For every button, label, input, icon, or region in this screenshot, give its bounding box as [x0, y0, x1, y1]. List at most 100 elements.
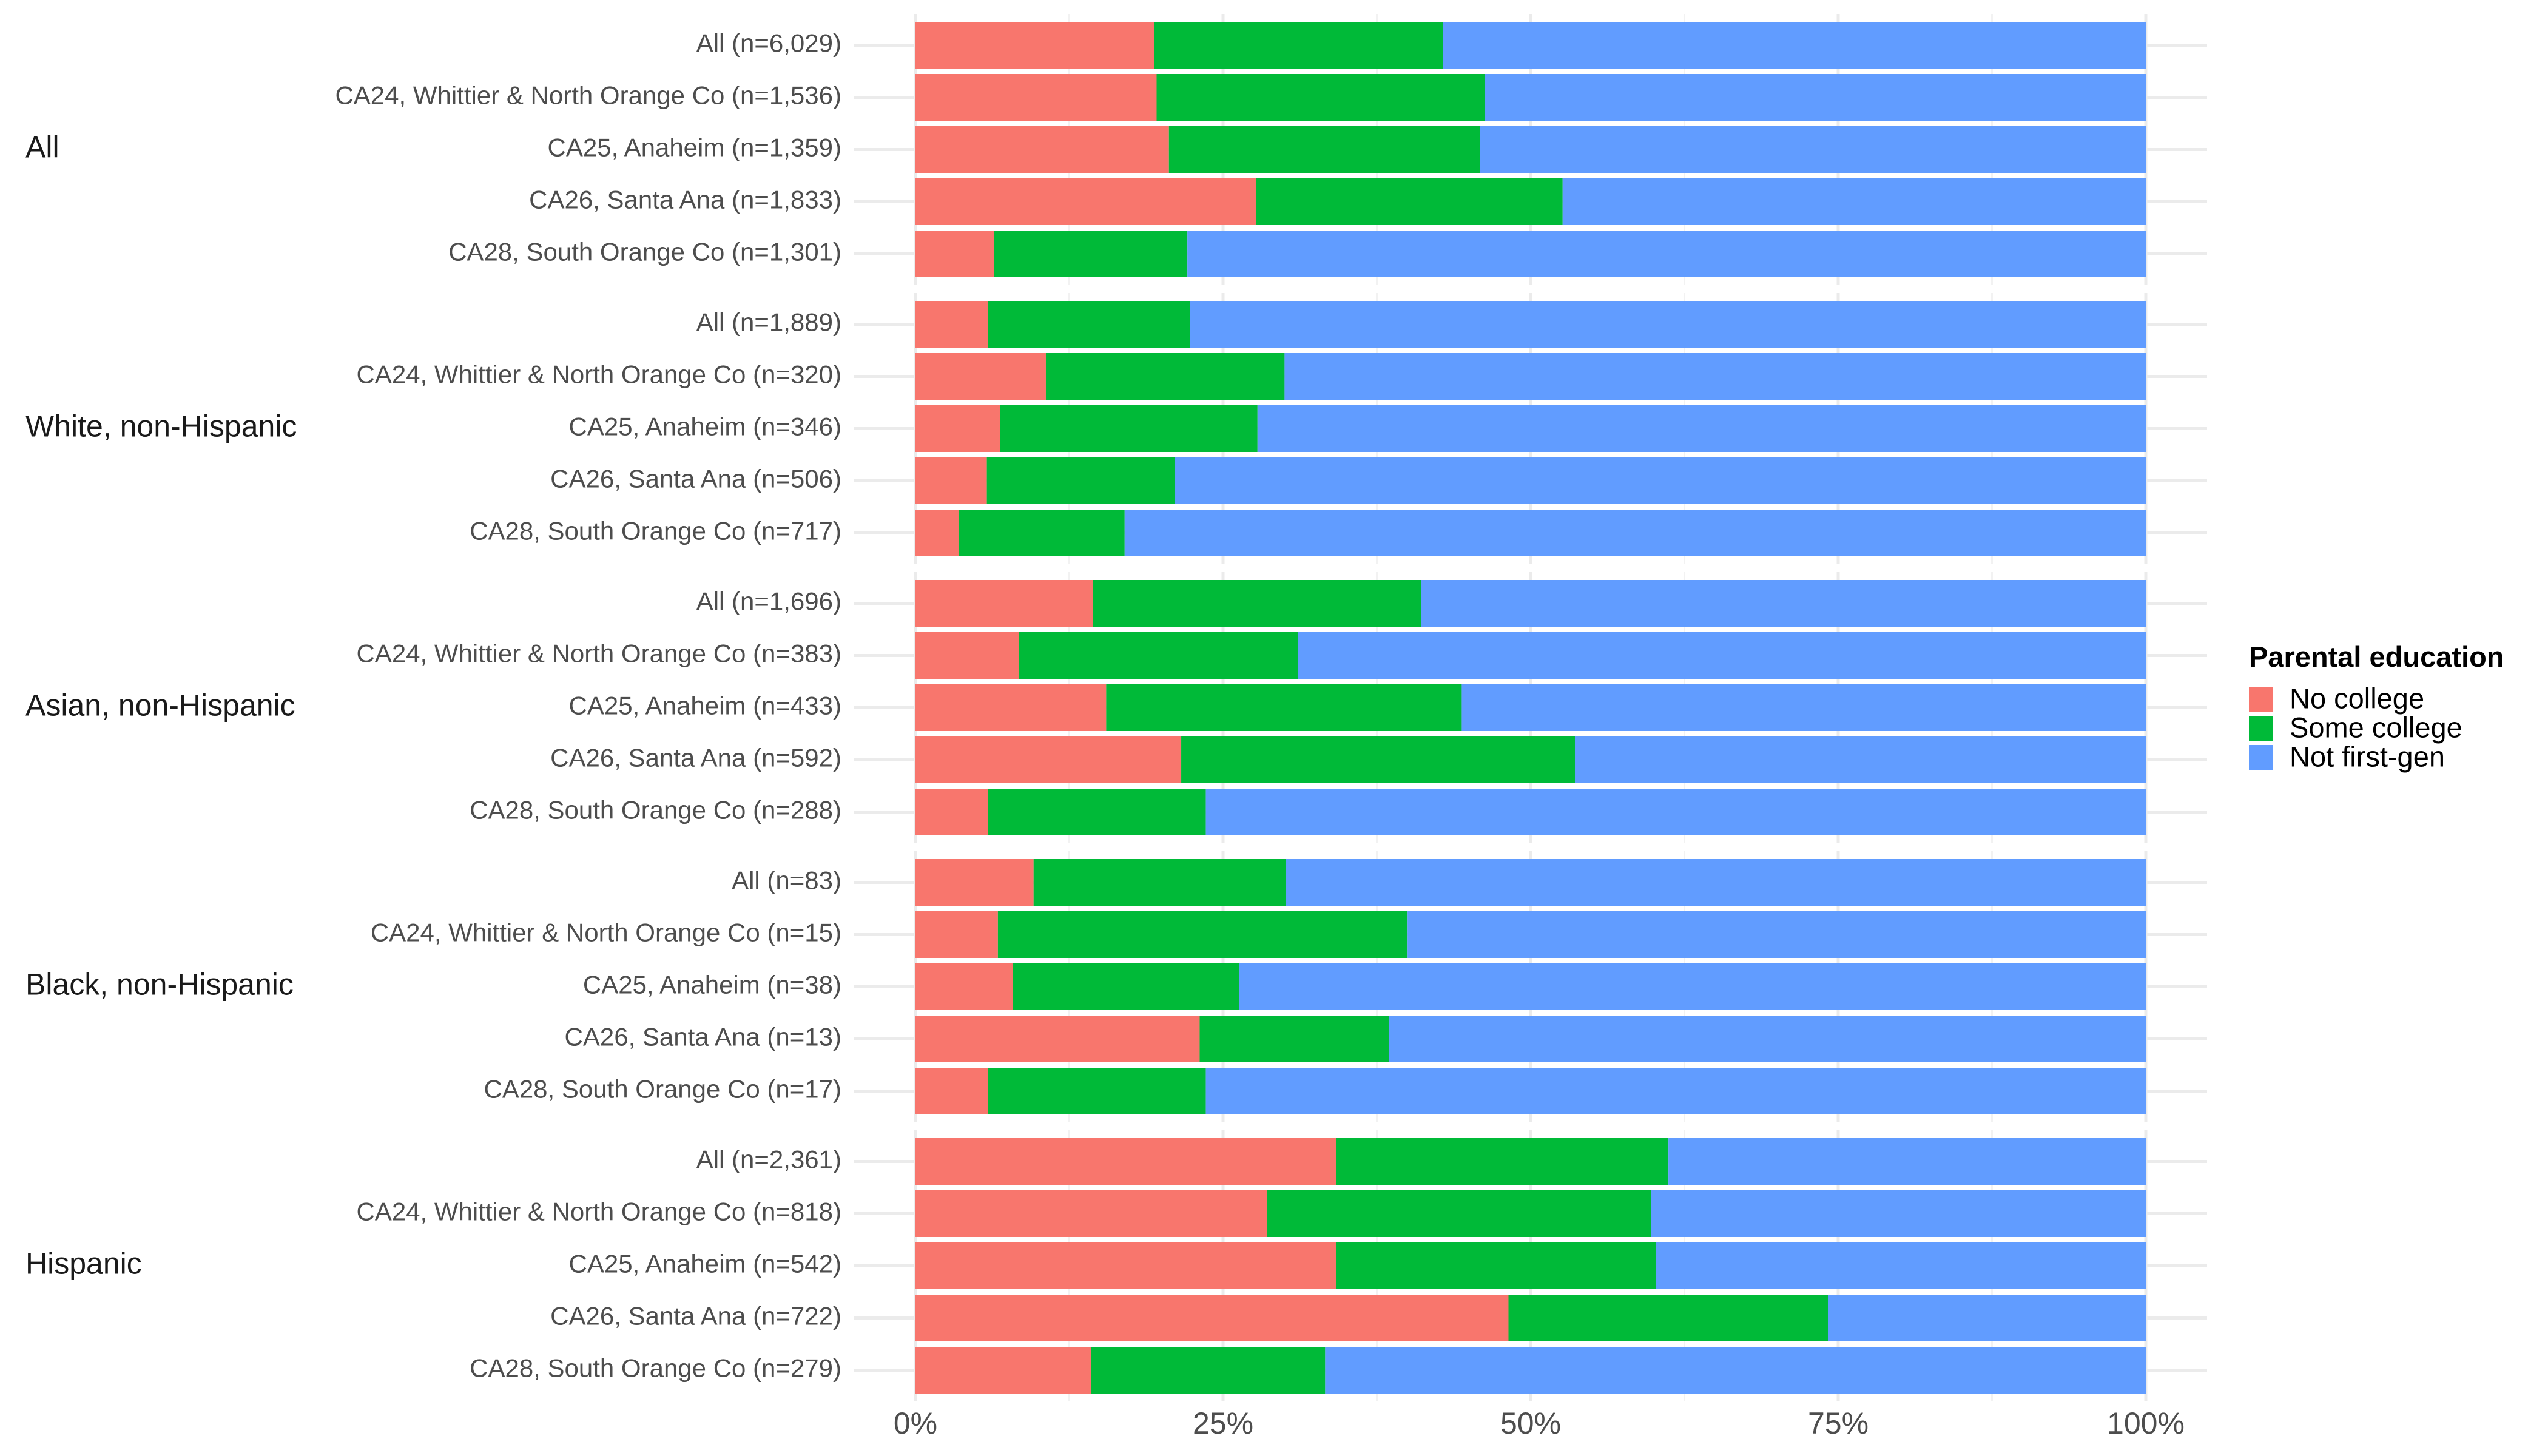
bar-segment-some-college	[1106, 684, 1462, 731]
y-tick-label: CA24, Whittier & North Orange Co (n=1,53…	[335, 81, 841, 110]
y-tick-label: All (n=6,029)	[696, 29, 841, 58]
bar-segment-not-first-gen	[1239, 963, 2146, 1010]
bar-segment-no-college	[915, 457, 987, 504]
x-axis: 0% 25% 50% 75% 100%	[894, 1406, 2185, 1440]
bar-segment-not-first-gen	[1124, 510, 2146, 556]
bar-segment-no-college	[915, 22, 1154, 69]
bar-segment-not-first-gen	[1575, 736, 2146, 783]
bar-segment-not-first-gen	[1187, 231, 2146, 277]
y-tick-label: CA28, South Orange Co (n=288)	[470, 796, 841, 824]
y-tick-label: CA28, South Orange Co (n=717)	[470, 517, 841, 545]
y-tick-label: CA24, Whittier & North Orange Co (n=383)	[356, 639, 841, 668]
bar-segment-not-first-gen	[1485, 74, 2146, 121]
bar-segment-no-college	[915, 1347, 1092, 1394]
legend-swatch-not-first-gen	[2249, 745, 2273, 770]
legend-label: No college	[2290, 682, 2424, 714]
bar-segment-no-college	[915, 405, 1000, 452]
bar-segment-not-first-gen	[1407, 911, 2146, 958]
bar-segment-some-college	[958, 510, 1125, 556]
y-tick-label: CA25, Anaheim (n=1,359)	[548, 133, 841, 162]
bar-segment-no-college	[915, 1190, 1268, 1237]
legend-title: Parental education	[2249, 641, 2504, 673]
bar-segment-no-college	[915, 1295, 1509, 1341]
bar-segment-not-first-gen	[1651, 1190, 2146, 1237]
bar-segment-no-college	[915, 1068, 988, 1114]
bar-segment-some-college	[1199, 1016, 1389, 1062]
y-tick-label: CA25, Anaheim (n=346)	[569, 413, 841, 441]
bar-segment-not-first-gen	[1461, 684, 2146, 731]
y-tick-label: CA24, Whittier & North Orange Co (n=320)	[356, 360, 841, 389]
y-tick-label: All (n=83)	[732, 866, 841, 895]
bar-segment-not-first-gen	[1286, 859, 2146, 906]
bar-segment-some-college	[1508, 1295, 1828, 1341]
bar-segment-not-first-gen	[1205, 789, 2146, 835]
x-tick-label: 25%	[1193, 1406, 1253, 1440]
bar-segment-some-college	[1168, 126, 1480, 173]
bar-segment-no-college	[915, 1138, 1336, 1185]
bar-segment-some-college	[1267, 1190, 1651, 1237]
y-tick-label: CA28, South Orange Co (n=1,301)	[448, 238, 841, 266]
bar-segment-no-college	[915, 1242, 1336, 1289]
bar-segment-not-first-gen	[1205, 1068, 2146, 1114]
x-tick-label: 0%	[894, 1406, 937, 1440]
bar-segment-some-college	[1336, 1138, 1669, 1185]
bar-segment-not-first-gen	[1443, 22, 2146, 69]
bar-segment-no-college	[915, 1016, 1200, 1062]
bar-segment-some-college	[1045, 353, 1285, 400]
y-tick-label: CA26, Santa Ana (n=722)	[550, 1302, 841, 1330]
bar-segment-no-college	[915, 911, 998, 958]
bar-segment-some-college	[994, 231, 1188, 277]
bar-segment-not-first-gen	[1668, 1138, 2146, 1185]
bar-segment-not-first-gen	[1828, 1295, 2146, 1341]
bar-segment-not-first-gen	[1562, 178, 2146, 225]
bar-segment-some-college	[1156, 74, 1485, 121]
y-tick-label: CA25, Anaheim (n=433)	[569, 692, 841, 720]
legend-swatch-no-college	[2249, 687, 2273, 712]
bar-segment-some-college	[1000, 405, 1258, 452]
x-tick-label: 100%	[2107, 1406, 2185, 1440]
group-labels: All White, non-Hispanic Asian, non-Hispani…	[25, 130, 297, 1281]
group-label: Black, non-Hispanic	[25, 968, 294, 1002]
bar-segment-no-college	[915, 510, 959, 556]
y-axis-labels: All (n=6,029) CA24, Whittier & North Oran…	[335, 29, 841, 1383]
bar-segment-some-college	[1033, 859, 1286, 906]
y-tick-label: CA24, Whittier & North Orange Co (n=15)	[371, 918, 841, 947]
y-tick-label: CA28, South Orange Co (n=279)	[470, 1354, 841, 1383]
y-tick-label: CA25, Anaheim (n=38)	[583, 971, 841, 999]
bar-segment-not-first-gen	[1298, 632, 2146, 679]
bar-segment-some-college	[1093, 580, 1421, 627]
bar-segment-no-college	[915, 684, 1107, 731]
bar-segment-some-college	[988, 301, 1190, 348]
bar-segment-no-college	[915, 963, 1013, 1010]
bar-segment-some-college	[1091, 1347, 1326, 1394]
bar-segment-not-first-gen	[1421, 580, 2146, 627]
group-label: Hispanic	[25, 1247, 142, 1281]
bar-segment-some-college	[1013, 963, 1239, 1010]
bar-segment-no-college	[915, 126, 1169, 173]
bar-segment-no-college	[915, 789, 988, 835]
bar-segment-not-first-gen	[1190, 301, 2146, 348]
x-tick-label: 75%	[1808, 1406, 1869, 1440]
y-tick-label: CA25, Anaheim (n=542)	[569, 1250, 841, 1278]
legend-label: Not first-gen	[2290, 740, 2445, 772]
bar-segment-not-first-gen	[1284, 353, 2146, 400]
bar-segment-some-college	[1181, 736, 1576, 783]
y-tick-label: CA26, Santa Ana (n=1,833)	[529, 186, 841, 214]
bar-segment-some-college	[1256, 178, 1563, 225]
bars	[915, 22, 2146, 1394]
bar-segment-no-college	[915, 632, 1019, 679]
y-tick-label: CA26, Santa Ana (n=506)	[550, 465, 841, 493]
group-label: All	[25, 130, 59, 164]
bar-segment-not-first-gen	[1480, 126, 2146, 173]
y-tick-label: All (n=1,889)	[696, 308, 841, 337]
y-tick-label: All (n=2,361)	[696, 1145, 841, 1174]
y-tick-label: CA28, South Orange Co (n=17)	[484, 1075, 841, 1104]
bar-segment-some-college	[1336, 1242, 1656, 1289]
bar-segment-some-college	[1154, 22, 1444, 69]
bar-segment-no-college	[915, 736, 1182, 783]
bar-segment-some-college	[988, 789, 1206, 835]
bar-segment-some-college	[1019, 632, 1298, 679]
bar-segment-some-college	[997, 911, 1408, 958]
y-tick-label: CA26, Santa Ana (n=13)	[565, 1023, 841, 1051]
